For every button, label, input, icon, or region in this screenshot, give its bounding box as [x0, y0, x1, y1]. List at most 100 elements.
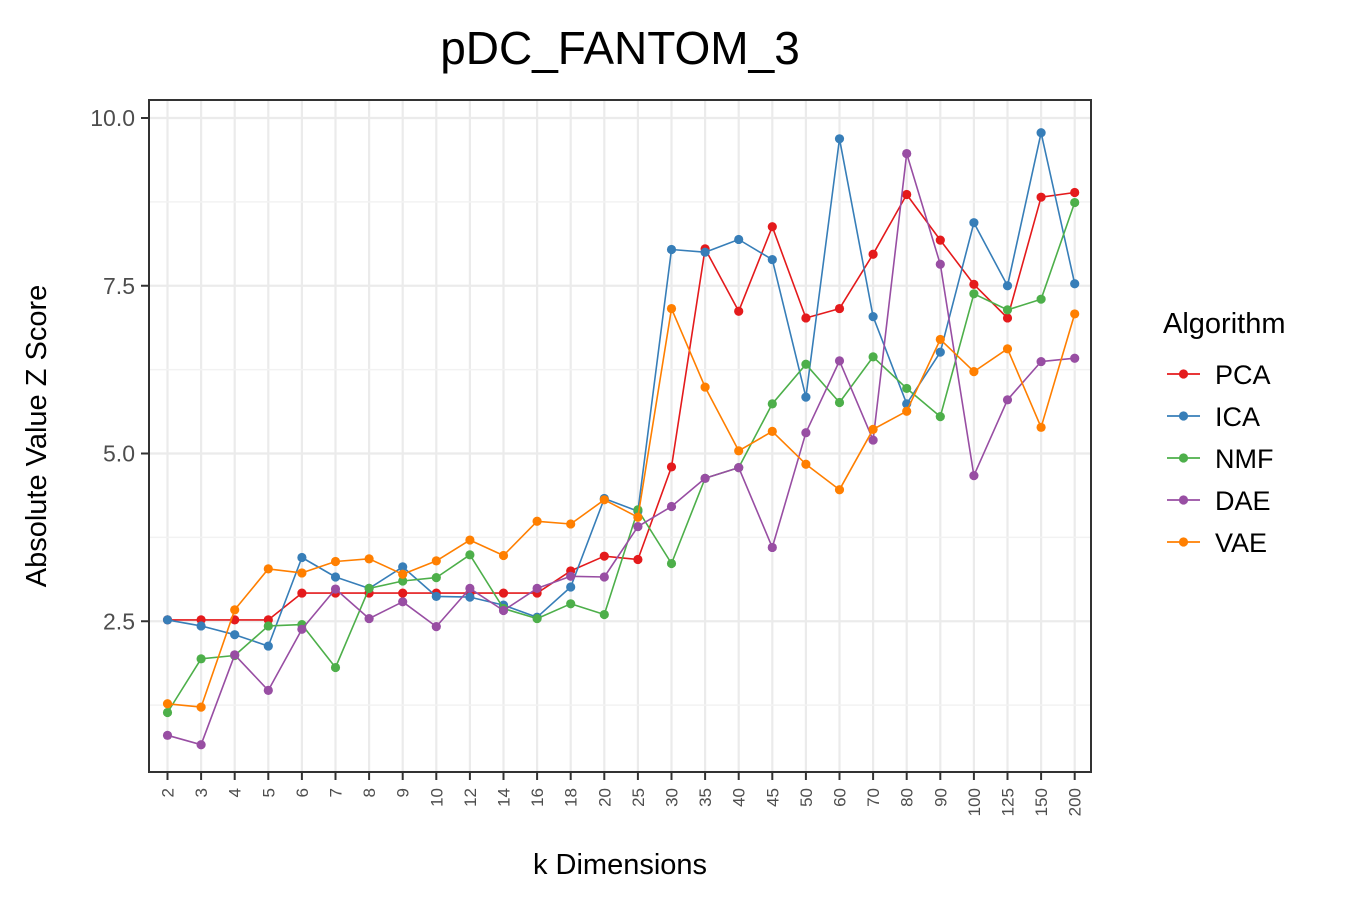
data-point — [196, 702, 206, 712]
x-tick-label: 90 — [931, 788, 950, 807]
data-point — [297, 568, 307, 578]
data-point — [666, 303, 677, 314]
legend-item-ica: ICA — [1167, 402, 1260, 432]
data-point — [599, 572, 609, 582]
data-point — [700, 247, 710, 257]
data-point — [330, 556, 341, 567]
data-point — [1070, 353, 1080, 363]
series-lines — [162, 128, 1080, 750]
data-point — [1002, 344, 1013, 354]
data-point — [398, 562, 408, 572]
legend-item-nmf: NMF — [1167, 444, 1273, 474]
data-point — [398, 576, 408, 586]
data-point — [935, 347, 945, 357]
data-point — [734, 234, 744, 245]
data-point — [196, 740, 206, 750]
data-point — [902, 406, 912, 416]
data-point — [263, 621, 273, 631]
data-point — [599, 495, 609, 505]
x-tick-label: 40 — [730, 788, 749, 807]
data-point — [902, 383, 912, 394]
data-point — [834, 356, 845, 366]
x-tick-label: 25 — [629, 788, 648, 807]
data-point — [935, 411, 945, 422]
data-point — [1036, 294, 1046, 304]
data-point — [431, 591, 441, 602]
data-point — [398, 569, 408, 579]
data-point — [230, 650, 240, 660]
data-point — [935, 235, 945, 245]
data-point — [734, 306, 744, 316]
x-tick-label: 70 — [864, 788, 883, 807]
data-point — [330, 572, 341, 582]
x-tick-label: 80 — [898, 788, 917, 807]
x-tick-label: 35 — [696, 788, 715, 807]
data-point — [1036, 128, 1046, 138]
data-point — [969, 471, 979, 481]
series-line-dae — [167, 152, 1075, 746]
data-point — [902, 148, 912, 159]
series-line-pca — [167, 191, 1075, 621]
x-tick-label: 12 — [461, 788, 480, 807]
data-point — [767, 426, 777, 436]
data-point — [364, 583, 374, 593]
data-point — [196, 621, 206, 631]
x-tick-label: 20 — [595, 788, 614, 807]
data-point — [700, 473, 710, 483]
data-point — [364, 613, 374, 624]
data-point — [566, 571, 576, 581]
data-point — [633, 522, 643, 532]
data-point — [465, 535, 475, 545]
data-point — [801, 428, 811, 438]
data-point — [431, 622, 441, 632]
data-point — [834, 485, 845, 495]
data-point — [666, 501, 677, 512]
x-tick-label: 4 — [226, 788, 245, 797]
data-point — [1036, 356, 1046, 367]
data-point — [633, 554, 643, 565]
legend-key-point — [1178, 411, 1189, 421]
data-point — [532, 613, 542, 624]
data-point — [566, 519, 576, 529]
data-point — [902, 189, 912, 200]
data-point — [398, 588, 408, 598]
data-point — [1002, 395, 1013, 405]
y-axis-title: Absolute Value Z Score — [21, 285, 53, 588]
data-point — [330, 584, 341, 594]
legend-items: PCA ICA NMF DAE VAE — [1167, 360, 1273, 558]
grid-lines — [149, 100, 1091, 772]
data-point — [364, 554, 374, 564]
data-point — [767, 542, 777, 553]
data-point — [465, 583, 475, 593]
x-tick-label: 2 — [159, 788, 178, 797]
legend-key-point — [1178, 495, 1189, 505]
series-line-nmf — [166, 202, 1076, 713]
data-point — [230, 605, 240, 615]
legend-title: Algorithm — [1163, 308, 1286, 340]
data-point — [263, 641, 273, 651]
data-point — [700, 382, 710, 392]
data-point — [1002, 305, 1013, 315]
data-point — [734, 462, 744, 473]
legend-label: VAE — [1215, 528, 1267, 558]
legend-label: DAE — [1215, 486, 1271, 516]
data-point — [230, 630, 240, 640]
data-point — [868, 352, 878, 362]
data-point — [734, 446, 744, 456]
data-point — [666, 558, 677, 569]
data-point — [1070, 187, 1080, 198]
y-tick-label: 5.0 — [103, 441, 135, 467]
data-point — [935, 259, 945, 269]
x-tick-label: 16 — [528, 788, 547, 807]
data-point — [498, 588, 509, 598]
series-vae — [162, 303, 1080, 712]
data-point — [162, 707, 173, 718]
x-tick-label: 150 — [1032, 788, 1051, 816]
data-point — [297, 624, 307, 634]
x-tick-label: 30 — [663, 788, 682, 807]
data-point — [801, 359, 811, 369]
data-point — [532, 516, 542, 526]
data-point — [398, 597, 408, 607]
data-point — [801, 313, 811, 323]
series-dae — [162, 148, 1080, 750]
